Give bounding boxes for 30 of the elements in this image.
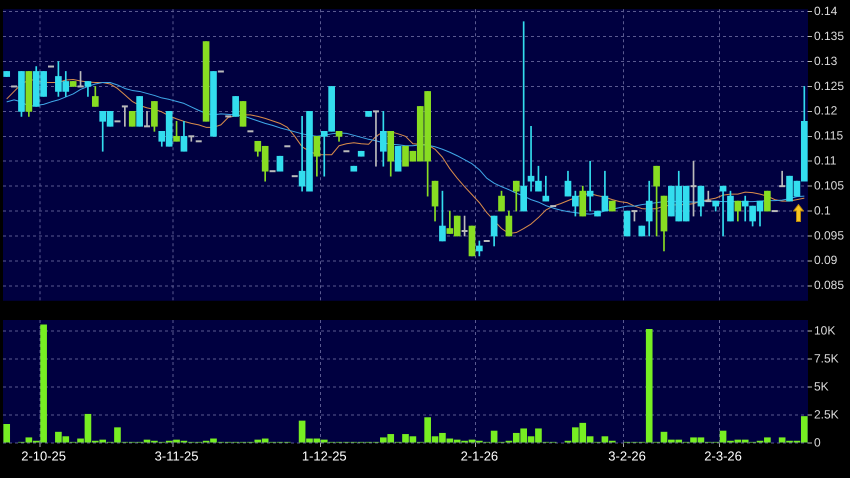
y-tick-label: 0.095 <box>814 228 844 242</box>
candlestick <box>78 71 84 88</box>
y-tick-label: 5K <box>814 379 829 394</box>
candlestick <box>144 111 150 128</box>
y-tick-label: 0.11 <box>814 154 837 168</box>
y-tick-label: 0.1 <box>814 203 832 218</box>
y-tick-label: 0.135 <box>814 28 844 43</box>
y-tick-label: 0.13 <box>814 54 838 68</box>
x-tick-label: 2-10-25 <box>21 448 66 464</box>
y-tick-label: 0.09 <box>814 253 838 268</box>
candlestick <box>720 186 726 236</box>
bar <box>3 424 10 442</box>
y-tick-label: 0 <box>814 435 821 450</box>
y-tick-label: 0.125 <box>814 78 844 93</box>
y-tick-label: 0.12 <box>814 104 838 118</box>
x-tick-label: 2-3-26 <box>704 448 742 464</box>
x-tick-label: 3-2-26 <box>608 448 646 464</box>
x-tick-label: 2-1-26 <box>460 448 498 464</box>
y-tick-label: 0.105 <box>814 178 844 192</box>
y-tick-label: 0.14 <box>814 4 838 18</box>
y-tick-label: 7.5K <box>814 351 839 366</box>
y-tick-label: 10K <box>814 323 836 338</box>
candlestick <box>690 160 697 216</box>
x-tick-label: 1-12-25 <box>302 448 347 464</box>
candlestick <box>631 210 638 222</box>
y-tick-label: 0.115 <box>814 128 844 143</box>
y-tick-label: 2.5K <box>814 407 839 422</box>
candlestick <box>372 110 379 167</box>
y-tick-label: 0.085 <box>814 278 844 292</box>
x-tick-label: 3-11-25 <box>154 448 198 464</box>
